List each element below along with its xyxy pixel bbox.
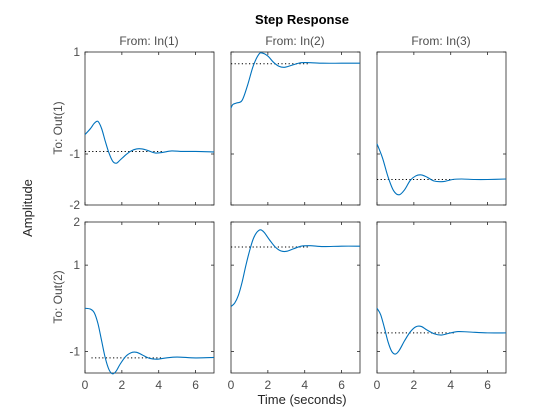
subplot-r2c2: 0 2 4 6: [228, 221, 361, 392]
axes-box: [230, 221, 361, 374]
x-tick-label: 2: [265, 378, 272, 392]
response-line: [376, 143, 507, 196]
response-line: [84, 307, 215, 375]
x-tick-label: 6: [338, 378, 345, 392]
response-line: [230, 229, 361, 307]
row-label-2: To: Out(2): [51, 270, 65, 323]
response-line: [230, 52, 360, 109]
subplot-r2c1: 0 2 4 6 2 1 -1: [69, 215, 215, 392]
subplot-r1c1: 1 -1 -2: [69, 45, 215, 212]
y-tick-label: -1: [69, 147, 80, 161]
y-tick-label: 1: [73, 45, 80, 59]
row-label-1: To: Out(1): [51, 101, 65, 154]
x-tick-label: 2: [411, 378, 418, 392]
column-title-1: From: In(1): [119, 34, 178, 48]
response-line: [84, 120, 215, 164]
y-tick-label: 2: [73, 215, 80, 229]
column-title-3: From: In(3): [411, 34, 470, 48]
column-titles: From: In(1) From: In(2) From: In(3): [119, 34, 470, 48]
x-tick-label: 4: [155, 378, 162, 392]
axes-box: [230, 51, 361, 206]
y-tick-label: -2: [69, 198, 80, 212]
column-title-2: From: In(2): [265, 34, 324, 48]
x-tick-label: 0: [82, 378, 89, 392]
x-axis-label: Time (seconds): [257, 392, 346, 407]
axes-box: [376, 221, 507, 374]
x-tick-label: 0: [374, 378, 381, 392]
y-axis-label: Amplitude: [20, 179, 35, 237]
row-labels: To: Out(1) To: Out(2): [51, 101, 65, 323]
axes-box: [84, 51, 215, 206]
y-tick-label: -1: [69, 344, 80, 358]
response-line: [376, 308, 507, 355]
x-tick-label: 4: [447, 378, 454, 392]
y-tick-label: 1: [73, 258, 80, 272]
subplot-r1c2: [230, 51, 361, 206]
x-tick-label: 4: [301, 378, 308, 392]
subplot-grid: 1 -1 -2 0 2 4 6 2 1 -1 0 2 4 6 0 2 4 6: [69, 45, 507, 392]
x-tick-label: 0: [228, 378, 235, 392]
subplot-r2c3: 0 2 4 6: [374, 221, 507, 392]
subplot-r1c3: [376, 51, 507, 206]
x-tick-label: 6: [192, 378, 199, 392]
x-tick-label: 6: [484, 378, 491, 392]
axes-box: [84, 221, 215, 374]
chart-title: Step Response: [255, 12, 349, 27]
x-tick-label: 2: [119, 378, 126, 392]
